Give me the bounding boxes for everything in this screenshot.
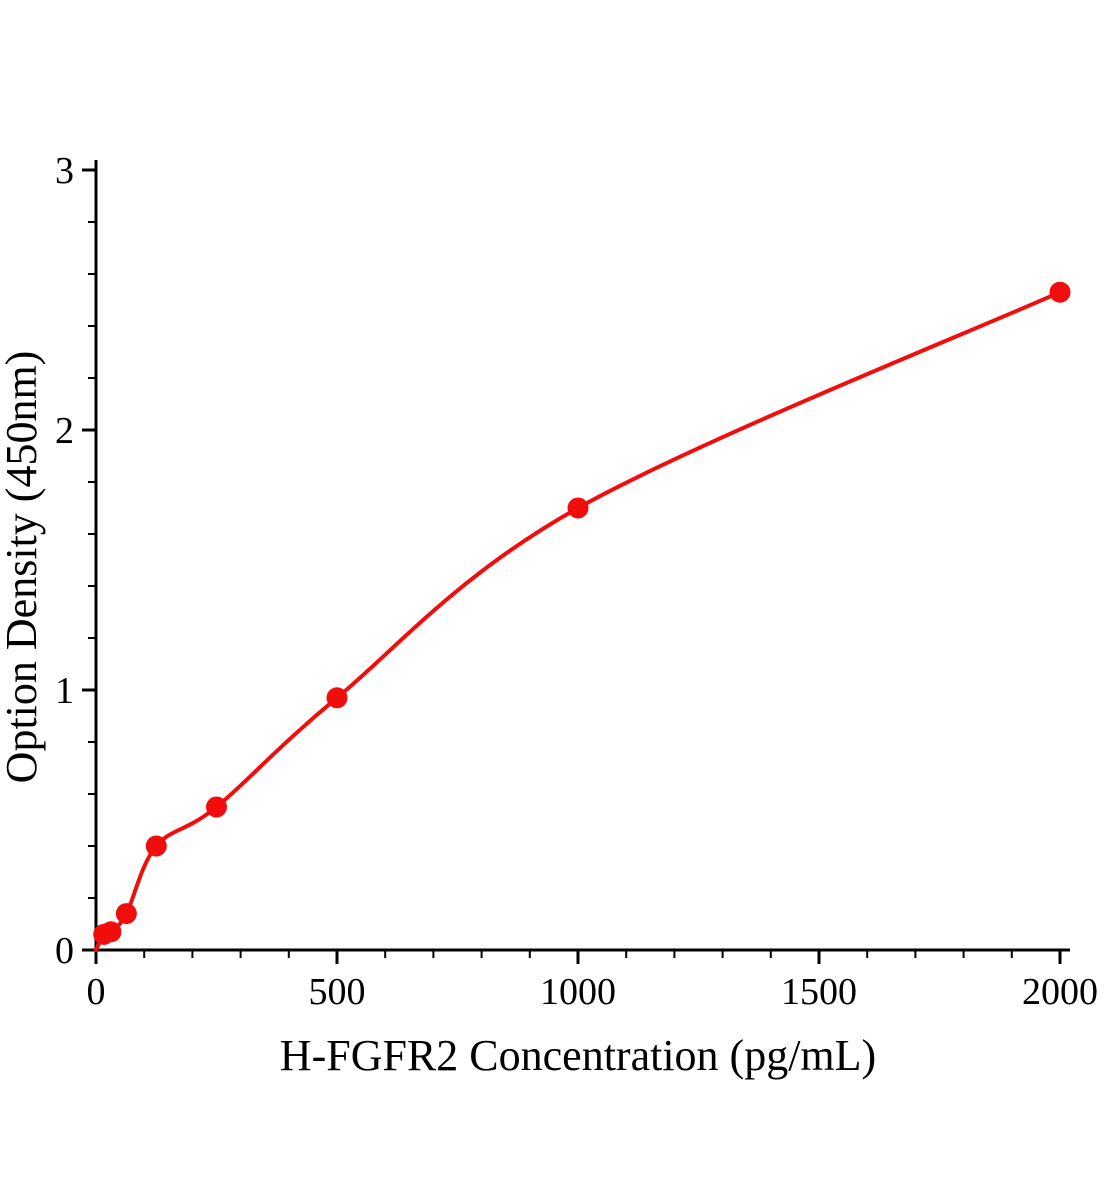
x-tick-label: 0 <box>87 971 106 1013</box>
x-tick-label: 500 <box>309 971 366 1013</box>
y-tick-label: 1 <box>55 670 74 712</box>
data-point <box>145 835 167 857</box>
tick-labels: 0 500 1000 1500 2000 0 1 2 3 <box>55 150 1098 1013</box>
x-tick-label: 1500 <box>781 971 857 1013</box>
y-tick-label: 2 <box>55 410 74 452</box>
x-tick-label: 1000 <box>540 971 616 1013</box>
axis-ticks <box>82 168 1062 964</box>
axes <box>94 160 1070 952</box>
y-tick-label: 3 <box>55 150 74 192</box>
data-point <box>206 796 227 818</box>
data-point <box>1049 281 1071 303</box>
y-axis-title: Option Density (450nm) <box>0 351 46 784</box>
x-tick-label: 2000 <box>1022 971 1098 1013</box>
y-tick-label: 0 <box>55 930 74 972</box>
x-axis-title: H-FGFR2 Concentration (pg/mL) <box>280 1031 876 1080</box>
fit-curve <box>94 290 1062 952</box>
data-point <box>100 921 122 943</box>
data-points <box>93 281 1071 945</box>
data-point <box>326 687 348 709</box>
data-point <box>567 497 589 519</box>
data-point <box>115 903 137 925</box>
